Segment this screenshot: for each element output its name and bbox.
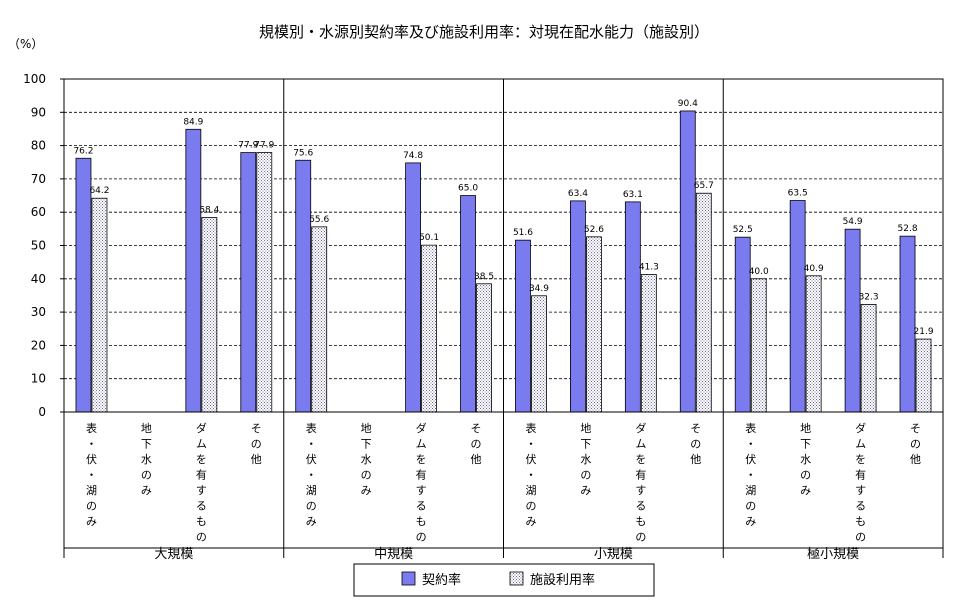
bar [476, 283, 492, 413]
data-label: 52.6 [584, 225, 604, 235]
x-category-label: 表・伏・湖のみ [745, 421, 756, 528]
bar [201, 217, 218, 413]
data-label: 65.7 [694, 181, 714, 191]
axes: 0 10 20 30 40 50 60 70 80 90 100 [23, 72, 944, 558]
data-label: 75.6 [293, 148, 313, 158]
bar [515, 239, 531, 413]
y-tick-label: 70 [31, 172, 46, 186]
bar [860, 304, 877, 413]
legend-label: 施設利用率 [530, 572, 595, 588]
data-label: 50.1 [419, 233, 439, 243]
bar [75, 157, 92, 413]
bar [734, 236, 751, 413]
bar [789, 200, 806, 413]
data-label: 32.3 [859, 292, 879, 302]
bar [915, 338, 932, 413]
bar [531, 295, 547, 413]
data-label: 54.9 [843, 217, 863, 227]
data-label: 41.3 [639, 262, 659, 272]
data-label: 64.2 [89, 186, 109, 196]
data-label: 65.0 [458, 184, 478, 194]
y-tick-label: 30 [31, 305, 46, 319]
bar [899, 235, 916, 413]
legend-swatch [401, 571, 416, 586]
data-label: 51.6 [513, 228, 533, 238]
x-category-label: 地下水のみ [580, 422, 591, 497]
bar [679, 110, 696, 413]
data-label: 77.9 [254, 141, 274, 151]
x-group-label: 中規模 [374, 547, 413, 562]
x-group-label: 小規模 [594, 547, 633, 562]
x-category-label: 表・伏・湖のみ [525, 421, 536, 528]
data-label: 76.2 [73, 146, 93, 156]
x-category-label: その他 [471, 422, 482, 466]
y-tick-label: 90 [31, 105, 46, 119]
bar [405, 162, 421, 413]
data-label: 52.8 [898, 224, 918, 234]
bar [640, 274, 657, 413]
bar [460, 195, 476, 413]
y-tick-label: 40 [31, 272, 46, 286]
data-label: 34.9 [529, 284, 549, 294]
bars [75, 110, 932, 413]
x-category-label: 表・伏・湖のみ [86, 421, 97, 528]
labels: 76.2 84.9 77.9 75.6 74.8 65.0 51.6 63.4 63.1 90.4… [73, 99, 933, 562]
x-category-label: ダムを有するもの [635, 421, 646, 544]
bar [240, 152, 257, 413]
x-category-label: 地下水のみ [361, 422, 372, 497]
data-label: 77.9 [238, 141, 258, 151]
data-label: 40.0 [749, 267, 769, 277]
data-label: 52.5 [733, 225, 753, 235]
bar [421, 244, 437, 413]
data-label: 63.5 [788, 189, 808, 199]
y-tick-label: 60 [31, 205, 46, 219]
chart-title: 規模別・水源別契約率及び施設利用率：対現在配水能力（施設別） [259, 23, 709, 41]
x-category-label: ダムを有するもの [855, 421, 866, 544]
data-label: 38.5 [474, 272, 494, 282]
x-group-label: 大規模 [154, 547, 193, 562]
data-label: 58.4 [199, 206, 219, 216]
bar [750, 278, 767, 413]
data-label: 84.9 [183, 117, 203, 127]
data-label: 63.1 [623, 190, 643, 200]
bar [844, 228, 861, 413]
x-category-label: ダムを有するもの [416, 421, 427, 544]
y-axis-unit: （%） [8, 37, 43, 51]
data-label: 55.6 [309, 215, 329, 225]
bar [695, 192, 712, 413]
y-tick-label: 80 [31, 139, 46, 153]
legend-label: 契約率 [422, 572, 461, 588]
y-tick-label: 0 [38, 405, 46, 419]
y-tick-label: 100 [23, 72, 46, 86]
data-label: 63.4 [568, 189, 588, 199]
legend-swatch [509, 571, 524, 586]
y-tick-label: 20 [31, 338, 46, 352]
bar [91, 197, 108, 413]
bar [295, 159, 312, 413]
x-category-label: その他 [690, 422, 701, 466]
legend-box [353, 563, 655, 597]
x-category-label: 地下水のみ [141, 422, 152, 497]
bar [185, 128, 202, 413]
data-label: 74.8 [403, 151, 423, 161]
x-group-label: 極小規模 [807, 546, 859, 562]
bar [624, 201, 641, 413]
x-category-label: その他 [910, 422, 921, 466]
data-label: 40.9 [804, 264, 824, 274]
x-category-label: その他 [251, 422, 262, 466]
bar [256, 152, 273, 413]
legend: 契約率 施設利用率 [353, 563, 655, 597]
bar [805, 275, 822, 413]
bar [586, 236, 602, 413]
x-category-label: 地下水のみ [800, 422, 811, 497]
data-label: 21.9 [914, 327, 934, 337]
x-category-label: ダムを有するもの [196, 421, 207, 544]
data-label: 90.4 [678, 99, 698, 109]
x-category-label: 表・伏・湖のみ [306, 421, 317, 528]
bar [311, 226, 328, 413]
y-tick-label: 10 [31, 372, 46, 386]
y-tick-label: 50 [31, 239, 46, 253]
